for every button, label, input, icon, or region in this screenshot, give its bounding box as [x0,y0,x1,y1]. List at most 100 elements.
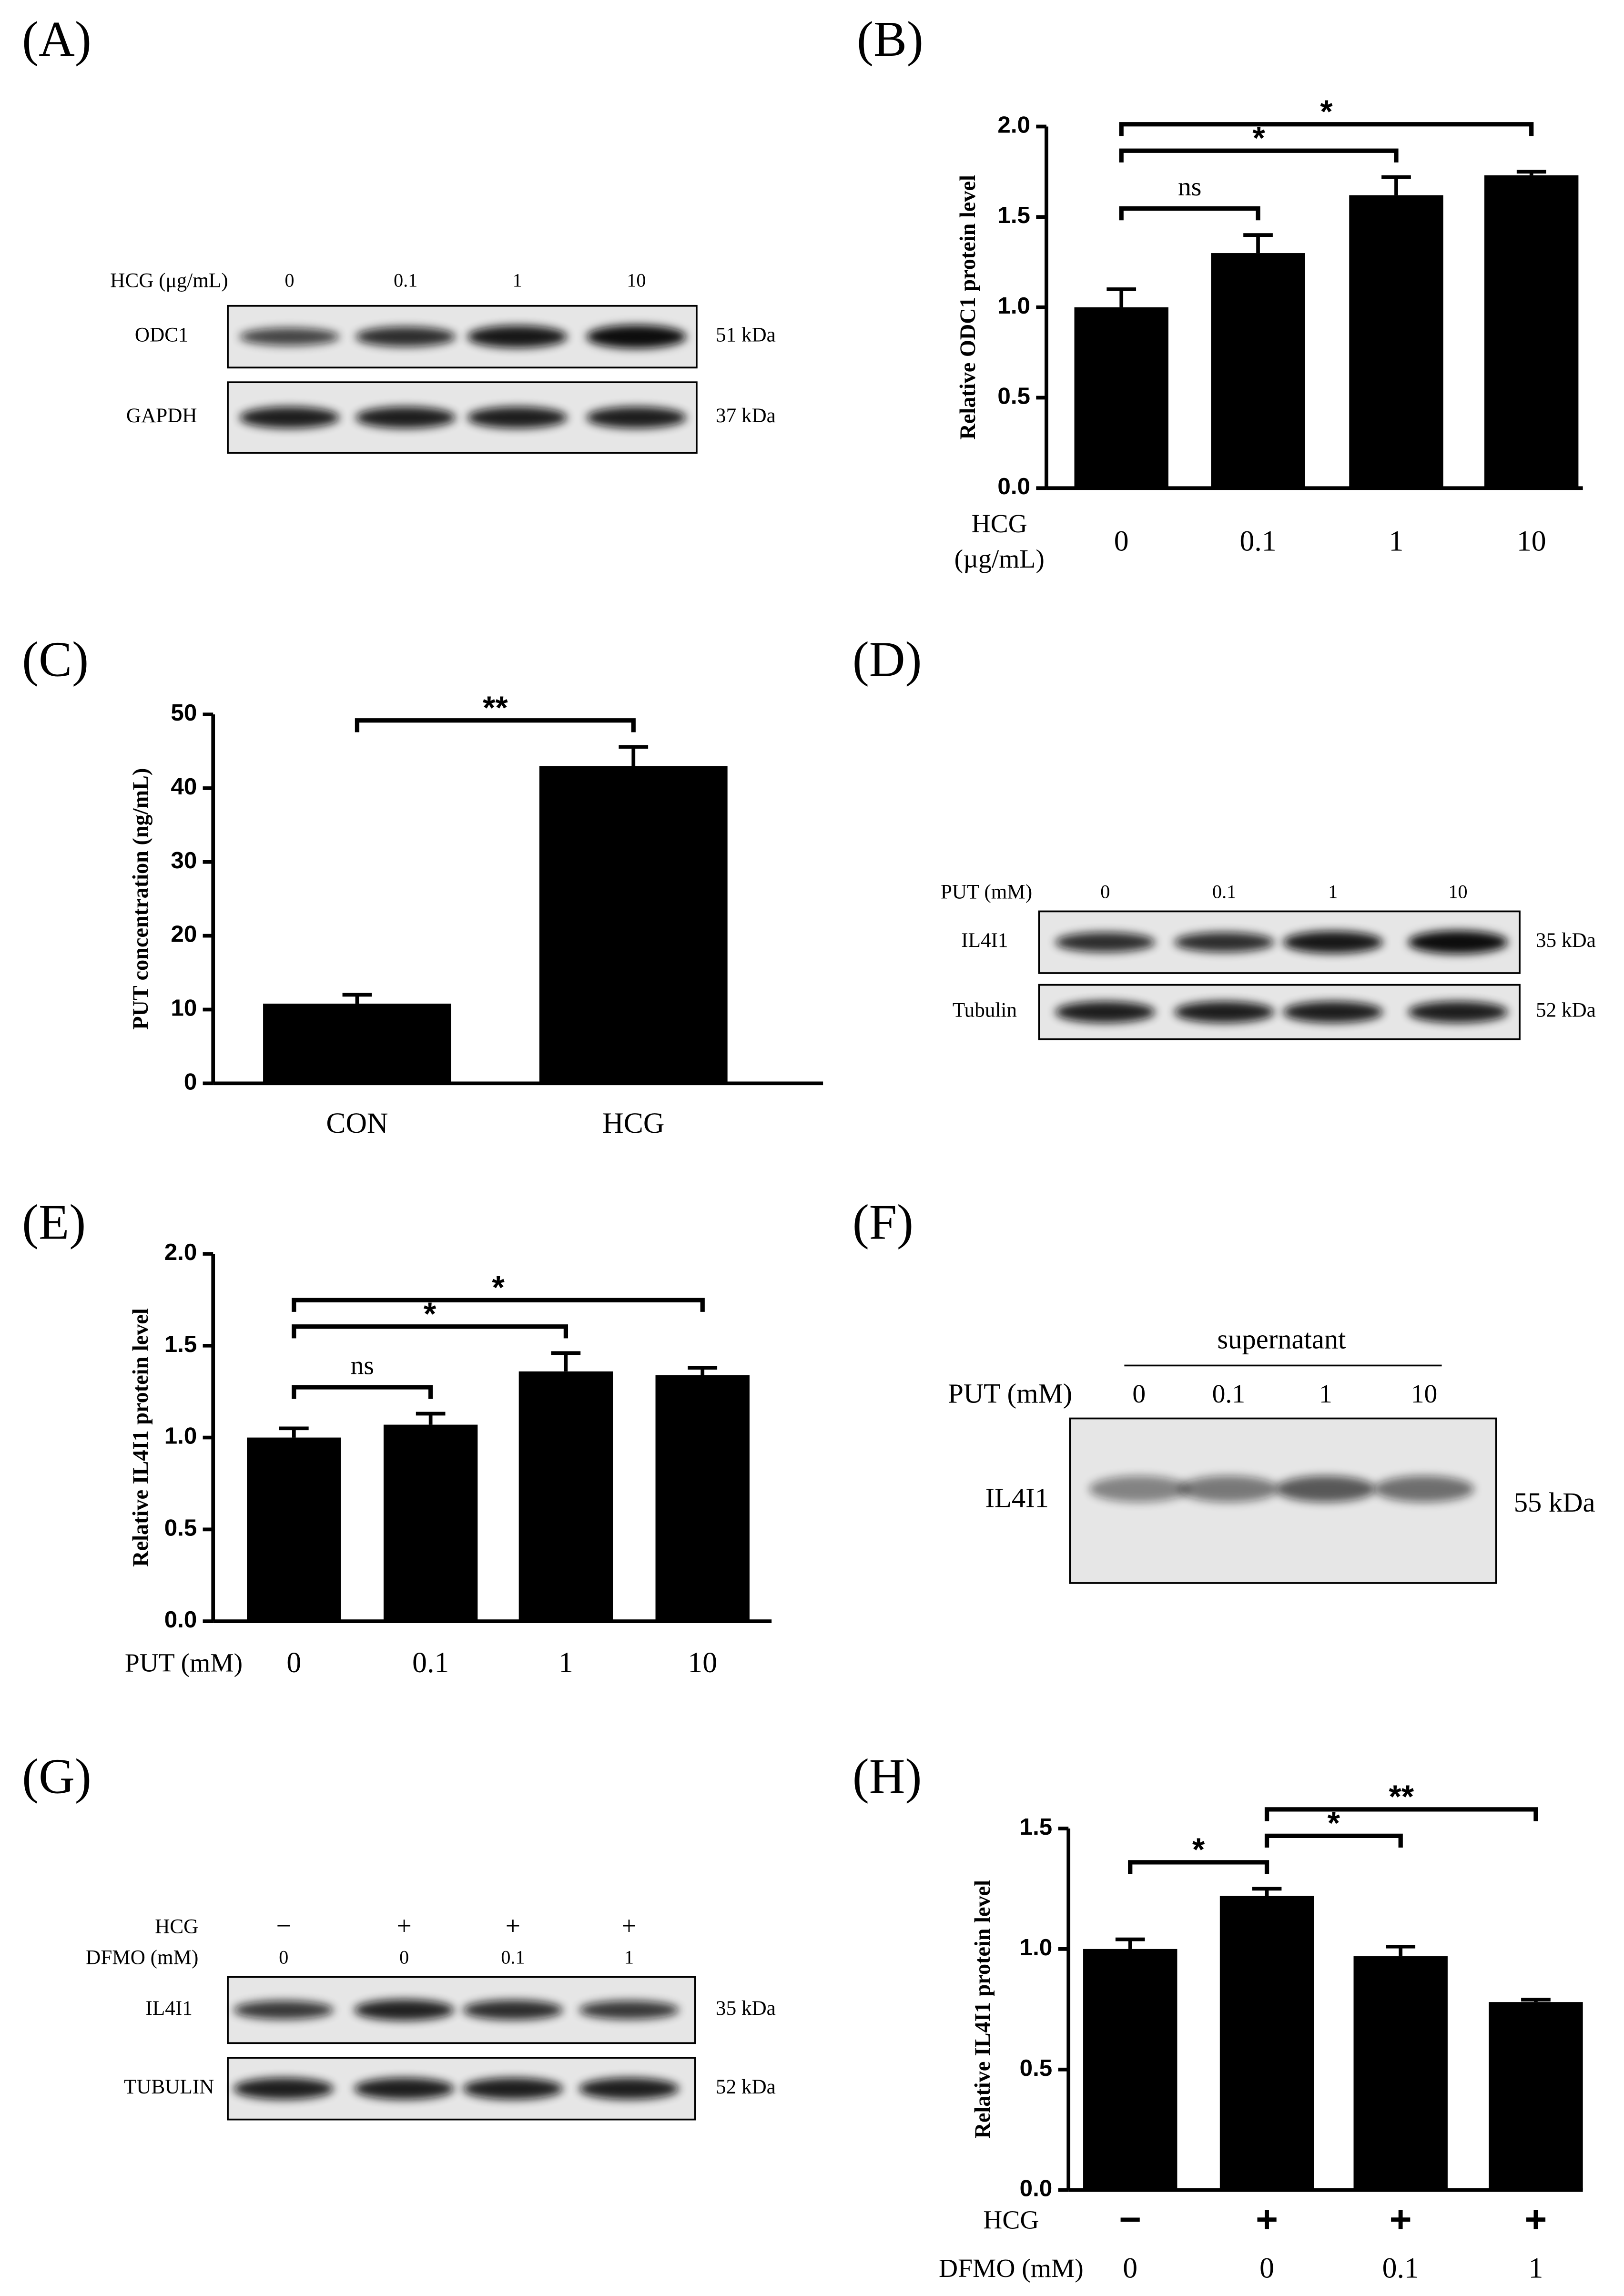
error-bar [416,1412,446,1425]
significance-label: ns [351,1351,374,1381]
blot-band [1283,931,1383,954]
blot-band [467,325,568,348]
significance-bracket [1264,1807,1538,1821]
x-tick-label: + [1256,2198,1278,2241]
error-bar [1243,233,1273,254]
bar [263,1004,451,1084]
significance-bracket [1128,1860,1269,1874]
band-size: 37 kDa [716,405,776,427]
bar [518,1371,613,1622]
y-tick-label: 1.5 [164,1331,197,1357]
error-bar [1386,1944,1416,1957]
condition-label: HCG (μg/mL) [110,269,228,292]
y-tick-label: 1.5 [997,202,1030,228]
bar [1489,2002,1583,2190]
blot-band [1374,1475,1474,1503]
x-tick-label: 1 [1389,525,1404,558]
y-axis-title: Relative IL4I1 protein level [129,1308,153,1567]
condition-label: HCG [155,1916,198,1938]
y-tick-label: 0.5 [1020,2055,1053,2081]
panel-label: (H) [853,1748,922,1804]
bar [1083,1949,1177,2190]
condition-value: 1 [1328,881,1338,903]
condition-value: 0 [399,1947,409,1968]
blot-band [1089,1475,1189,1503]
blot-band [355,326,456,347]
y-tick-label: 30 [171,847,197,874]
significance-label: ** [483,690,508,726]
blot-band [355,406,456,428]
condition-value: − [276,1911,291,1940]
blot-band [1276,1475,1376,1503]
significance-bracket [1264,1833,1403,1848]
band-label: Tubulin [953,999,1017,1022]
bar [1353,1956,1448,2190]
bar [1211,253,1305,488]
x-tick-label: 0 [1123,2252,1137,2284]
condition-value: 10 [1448,881,1467,903]
x-tick-label: 1 [558,1646,573,1679]
blot-band [463,2000,563,2020]
panel-label: (B) [857,11,924,67]
error-bar [1516,170,1546,175]
error-bar [1381,175,1411,195]
panel-label: (A) [22,11,91,67]
band-size: 52 kDa [716,2076,776,2098]
bar [539,766,728,1084]
condition-value: 0.1 [1212,881,1236,903]
band-label: IL4I1 [985,1483,1049,1514]
band-label: GAPDH [126,405,197,427]
band-label: IL4I1 [961,929,1008,952]
error-bar [1252,1887,1282,1896]
condition-value: 0.1 [394,270,417,291]
blot-band [1055,932,1156,953]
bar [383,1424,478,1622]
y-tick-label: 50 [171,700,197,726]
blot-band [1408,930,1508,954]
band-size: 35 kDa [716,1997,776,2020]
x-tick-label: 0 [1114,525,1129,558]
y-tick-label: 2.0 [164,1239,197,1265]
significance-bracket [292,1324,568,1339]
condition-value: + [396,1911,411,1940]
condition-value: 0 [1100,881,1110,903]
significance-label: * [1320,94,1333,130]
x-row-label: PUT (mM) [125,1648,243,1677]
error-bar [1521,1998,1551,2002]
band-size: 52 kDa [1536,999,1596,1022]
panel-label: (C) [22,631,89,687]
y-tick-label: 1.0 [997,293,1030,319]
blot-band [239,406,340,428]
y-axis-title: Relative ODC1 protein level [956,175,980,439]
bar [1219,1896,1314,2190]
x-row-label: DFMO (mM) [939,2254,1084,2283]
x-tick-label: 0 [286,1646,301,1679]
blot-band [354,1999,455,2021]
panel-label: (G) [22,1748,91,1804]
blot-band [586,406,687,428]
bar [1074,307,1168,488]
blot-band [586,325,687,349]
x-tick-label: 1 [1529,2252,1543,2284]
significance-bracket [292,1298,705,1312]
x-tick-label: + [1525,2198,1547,2241]
condition-value: 0 [279,1947,288,1968]
bar [1349,195,1443,488]
band-size: 55 kDa [1514,1487,1595,1518]
condition-value: 0 [285,270,294,291]
error-bar [551,1351,581,1372]
condition-value: 10 [1411,1380,1438,1409]
x-tick-label: 0 [1259,2252,1274,2284]
y-tick-label: 0.0 [997,473,1030,499]
significance-bracket [292,1385,433,1399]
y-tick-label: 0.5 [997,383,1030,409]
x-row-label: HCG [972,509,1027,538]
y-axis-title: Relative IL4I1 protein level [971,1880,995,2139]
band-label: IL4I1 [146,1997,193,2020]
significance-bracket [1119,122,1534,136]
blot-header: supernatant [1217,1324,1346,1355]
blot-band [1174,1001,1274,1023]
blot-band [579,2078,679,2100]
